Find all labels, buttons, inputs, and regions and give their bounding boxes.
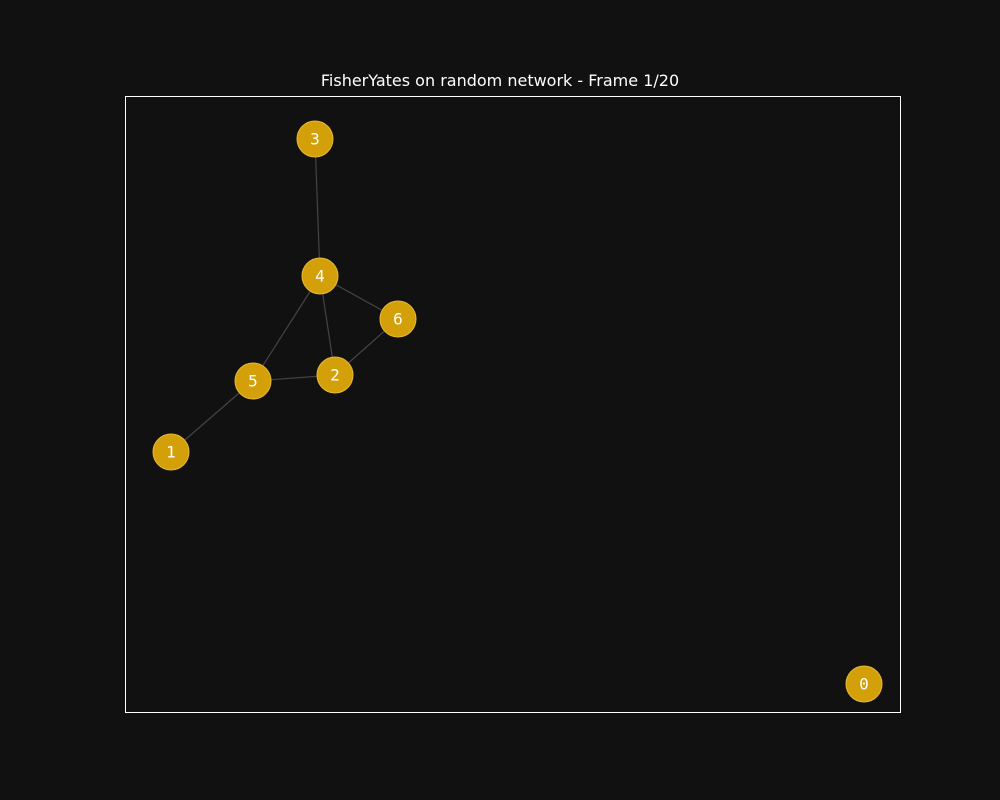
- node-3: 3: [296, 120, 334, 158]
- node-label: 2: [330, 366, 340, 385]
- plot-frame: [125, 96, 901, 713]
- node-circle: [152, 433, 190, 471]
- node-label: 3: [310, 130, 320, 149]
- node-label: 6: [393, 310, 403, 329]
- node-label: 4: [315, 267, 325, 286]
- node-label: 5: [248, 372, 258, 391]
- node-circle: [296, 120, 334, 158]
- node-circle: [845, 665, 883, 703]
- node-label: 1: [166, 443, 176, 462]
- edge-3-4: [314, 138, 321, 277]
- node-circle: [316, 356, 354, 394]
- node-circle: [301, 257, 339, 295]
- figure-title: FisherYates on random network - Frame 1/…: [320, 71, 680, 90]
- node-6: 6: [379, 300, 417, 338]
- node-circle: [234, 362, 272, 400]
- node-circle: [379, 300, 417, 338]
- node-2: 2: [316, 356, 354, 394]
- edge-4-5: [252, 275, 321, 382]
- node-label: 0: [859, 675, 869, 694]
- edge-layer: [170, 138, 399, 453]
- node-layer: 0 1 2 3 4 5 6: [152, 120, 883, 703]
- node-5: 5: [234, 362, 272, 400]
- node-4: 4: [301, 257, 339, 295]
- node-0: 0: [845, 665, 883, 703]
- node-1: 1: [152, 433, 190, 471]
